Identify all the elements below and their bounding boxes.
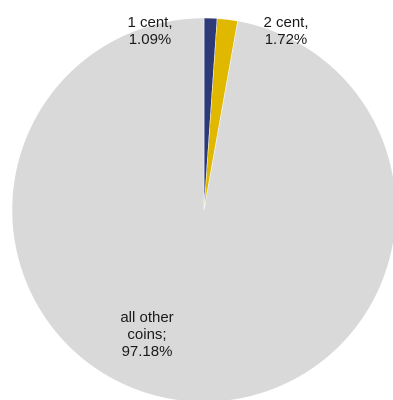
- slice-label-1: 2 cent, 1.72%: [263, 14, 308, 48]
- slice-label-0: 1 cent, 1.09%: [127, 14, 172, 48]
- slice-label-2: all other coins; 97.18%: [120, 309, 173, 360]
- slice-label-line: 1.09%: [129, 31, 172, 48]
- slice-label-line: 97.18%: [122, 343, 173, 360]
- slice-label-line: 2 cent,: [263, 14, 308, 31]
- pie-slice-2: [11, 17, 393, 400]
- slice-label-line: 1 cent,: [127, 14, 172, 31]
- slice-labels: 1 cent, 1.09% 2 cent, 1.72% all other coins; 9…: [120, 14, 308, 360]
- slice-label-line: coins;: [127, 326, 166, 343]
- slice-label-line: all other: [120, 309, 173, 326]
- pie-slices: [11, 17, 393, 400]
- slice-label-line: 1.72%: [265, 31, 308, 48]
